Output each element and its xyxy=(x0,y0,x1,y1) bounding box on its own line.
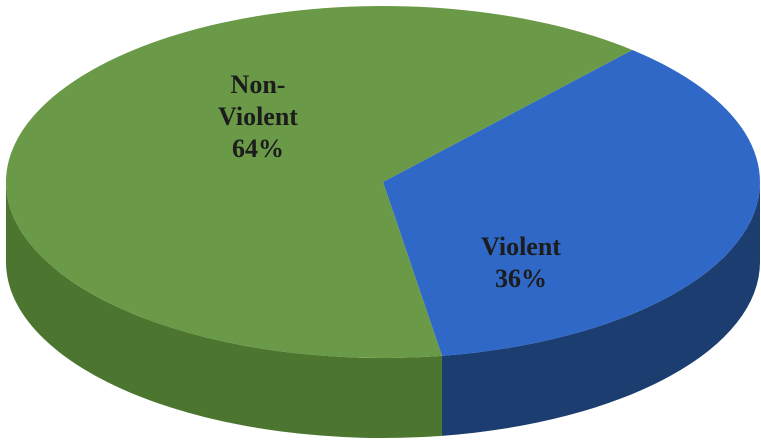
pie-slice-0 xyxy=(5,5,633,358)
slice-label-0: Non- Violent 64% xyxy=(218,70,298,163)
slice-value-label: 36% xyxy=(495,264,547,293)
pie-slice-1 xyxy=(383,49,760,356)
slice-name-line: Violent xyxy=(218,102,298,131)
pie-sides xyxy=(6,182,760,438)
slice-label-1: Violent 36% xyxy=(481,232,561,293)
pie-side-1-0 xyxy=(441,182,760,436)
slice-name-line: Non- xyxy=(231,70,286,99)
pie-labels: Non- Violent 64% Violent 36% xyxy=(218,70,561,293)
pie-side-0-0 xyxy=(6,182,442,438)
slice-value-label: 64% xyxy=(232,134,284,163)
slice-name-line: Violent xyxy=(481,232,561,261)
pie-slices xyxy=(5,5,760,358)
